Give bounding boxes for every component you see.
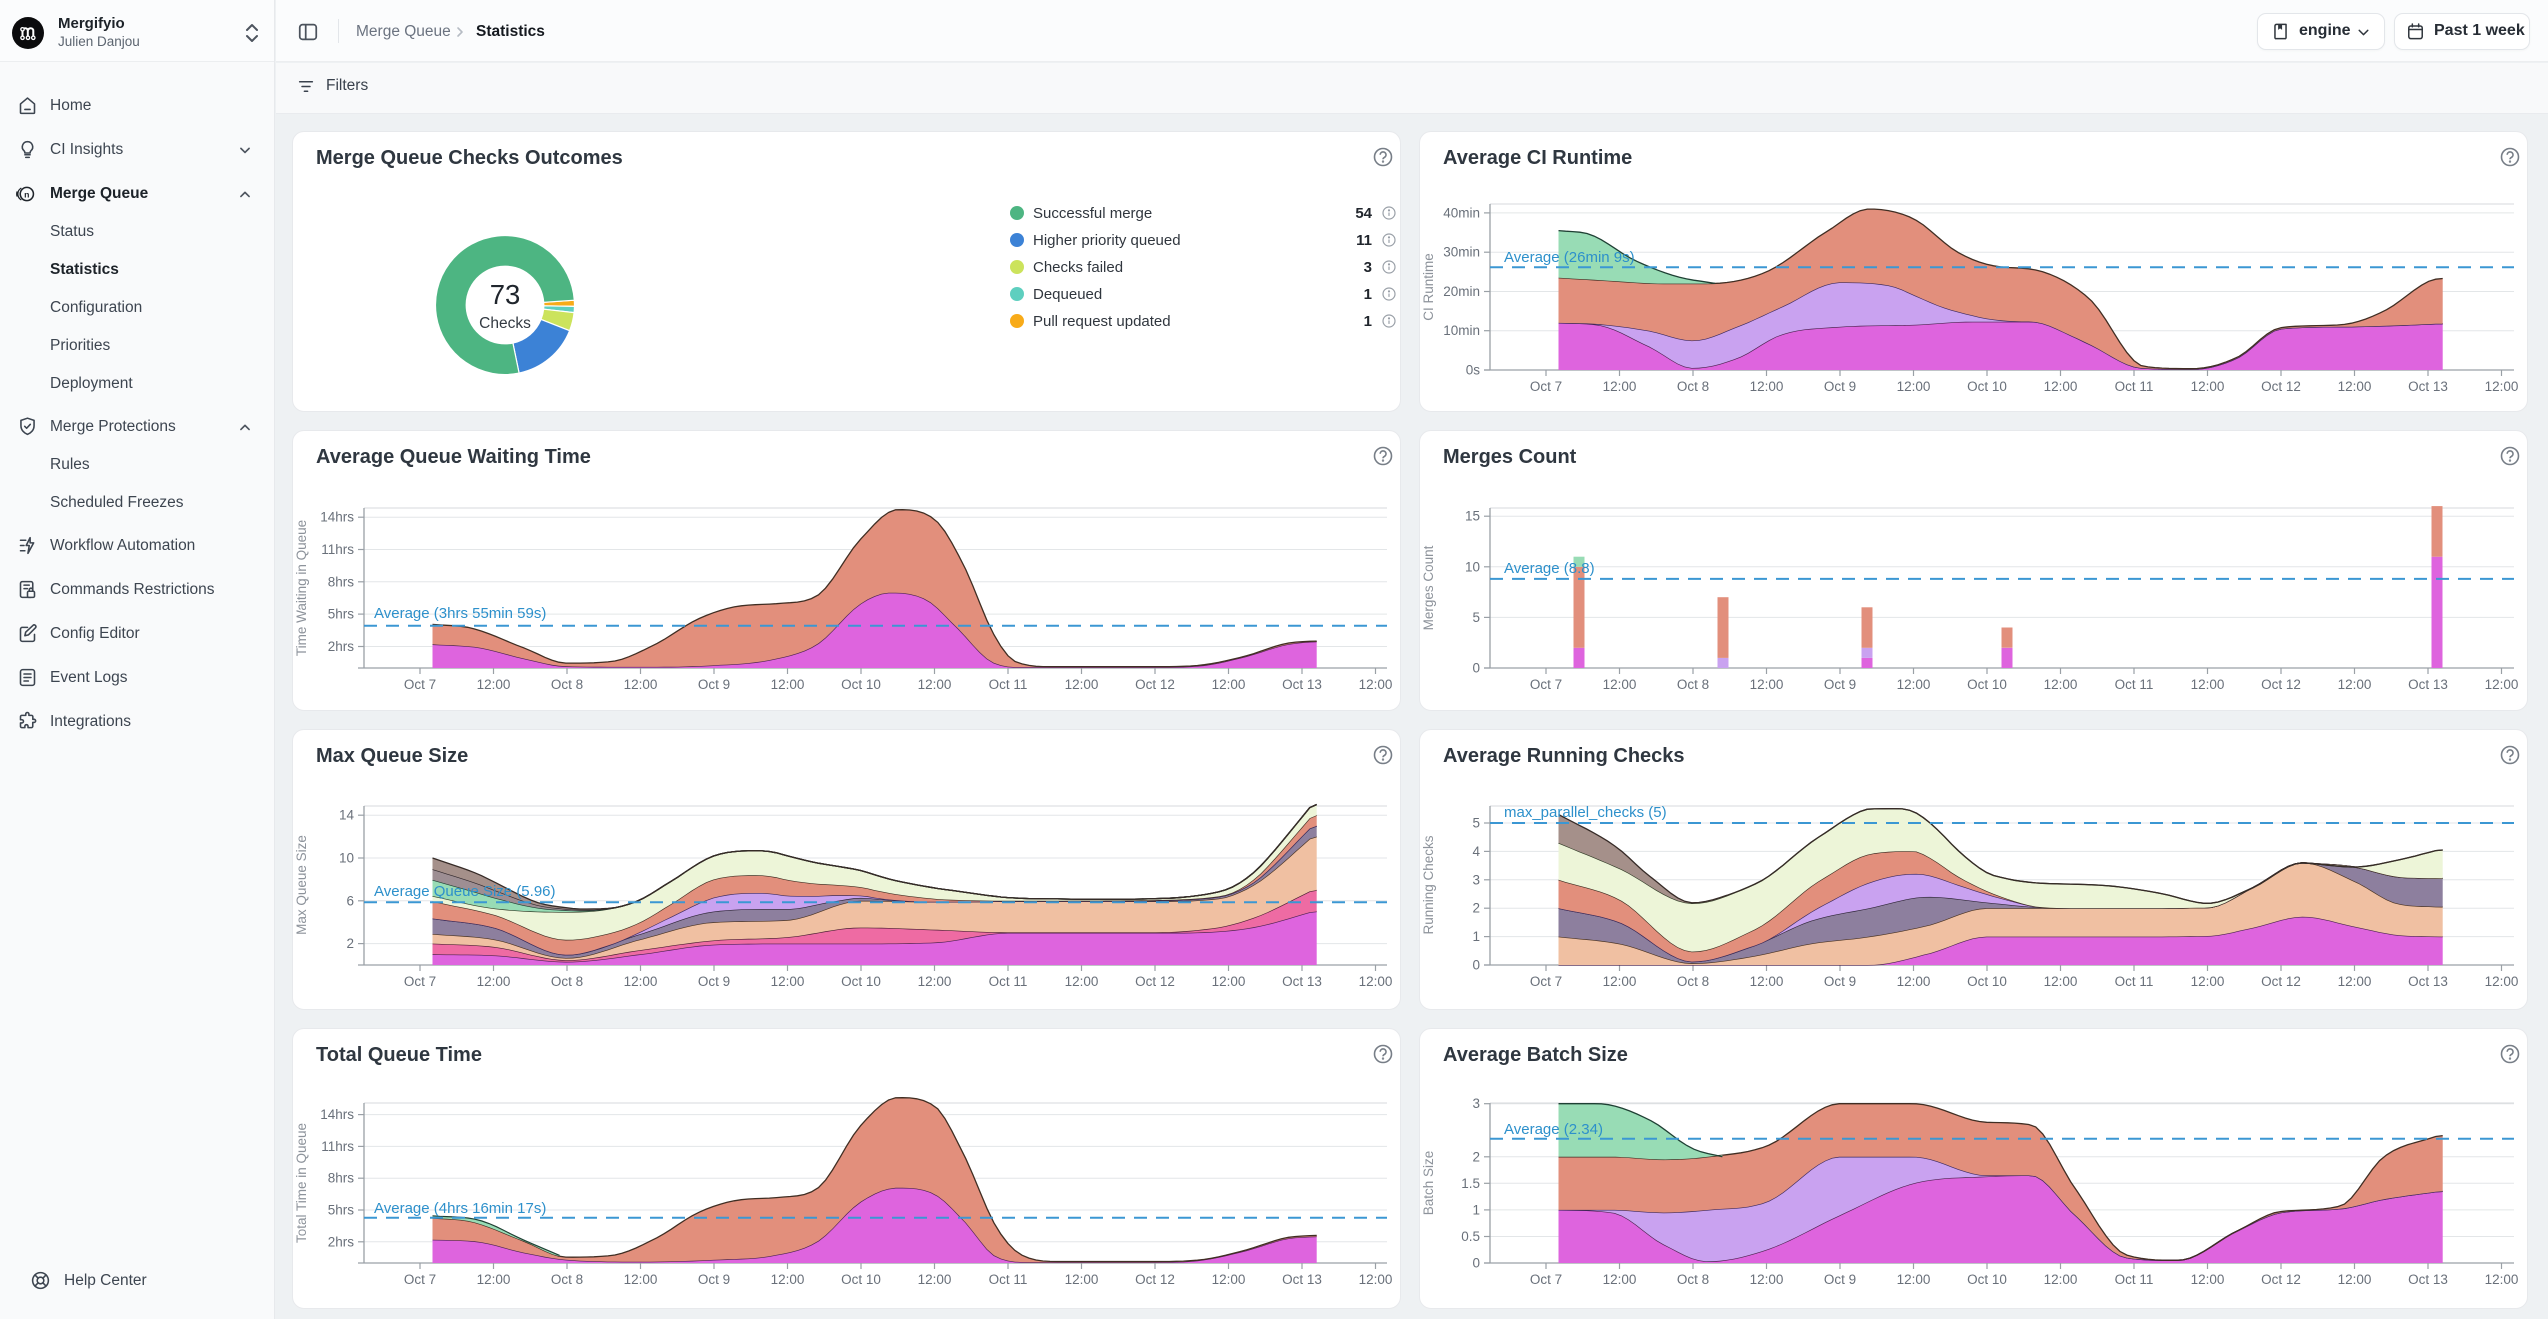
- svg-text:n: n: [24, 189, 29, 199]
